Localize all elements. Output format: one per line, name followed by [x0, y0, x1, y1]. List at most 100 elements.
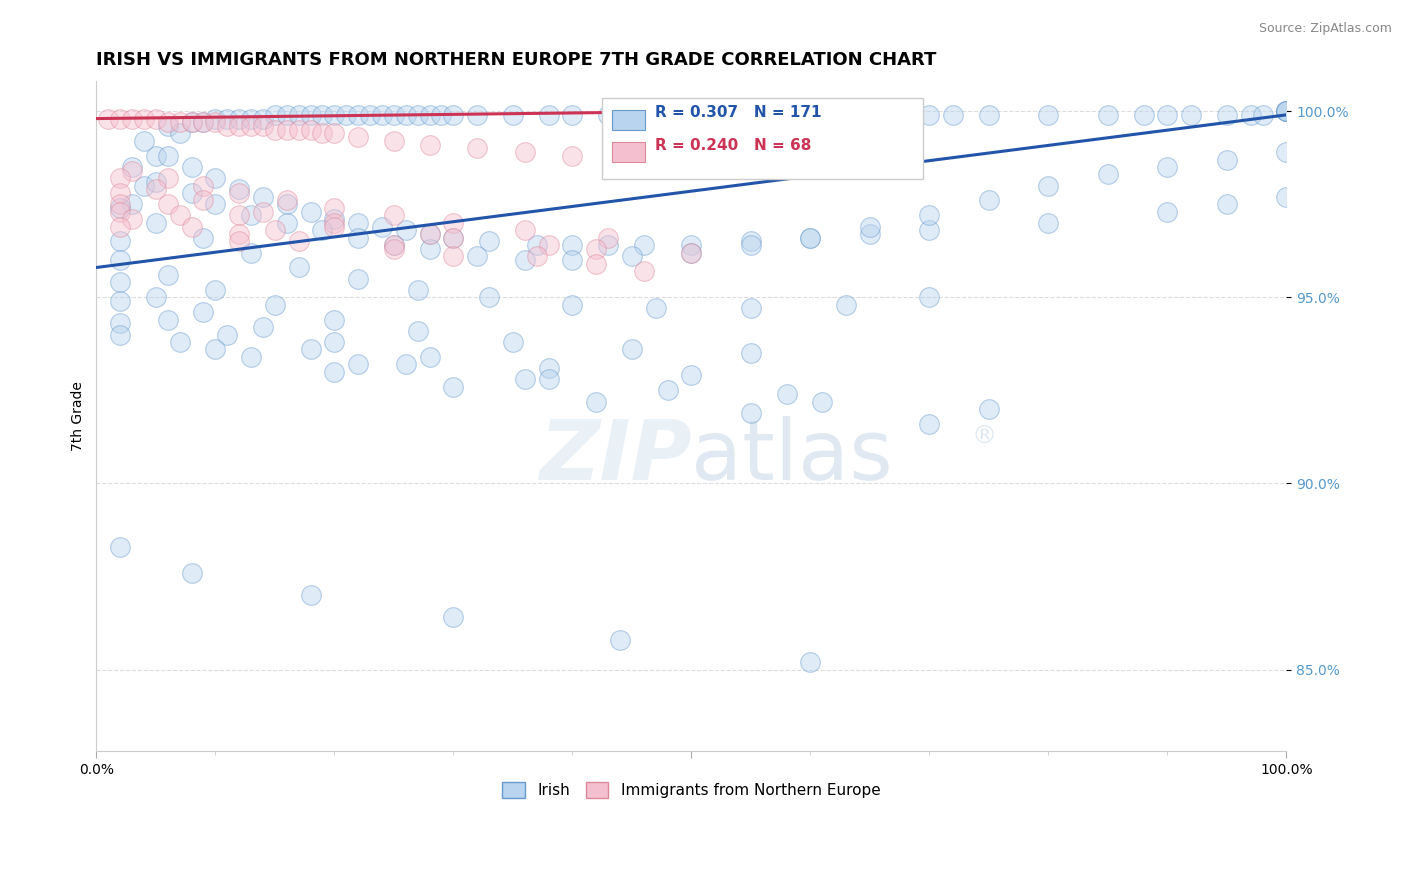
- Point: [121, 160, 143, 174]
- Point: [894, 108, 917, 122]
- Point: [193, 115, 215, 129]
- Point: [299, 122, 322, 136]
- Point: [406, 283, 429, 297]
- Point: [108, 276, 131, 290]
- Point: [204, 197, 226, 211]
- Point: [217, 119, 239, 133]
- Point: [1132, 108, 1154, 122]
- Point: [561, 298, 583, 312]
- Point: [598, 238, 620, 252]
- Point: [276, 108, 298, 122]
- Point: [585, 242, 607, 256]
- Point: [1216, 153, 1239, 167]
- Point: [108, 253, 131, 268]
- Point: [1275, 104, 1298, 119]
- Point: [1038, 216, 1060, 230]
- Point: [263, 223, 285, 237]
- Point: [323, 127, 346, 141]
- Point: [156, 149, 179, 163]
- Point: [537, 238, 560, 252]
- Point: [108, 201, 131, 215]
- Point: [108, 327, 131, 342]
- Point: [478, 235, 501, 249]
- Point: [121, 212, 143, 227]
- Point: [347, 230, 370, 244]
- Point: [228, 235, 250, 249]
- Point: [323, 108, 346, 122]
- Point: [193, 178, 215, 193]
- Point: [228, 119, 250, 133]
- Point: [585, 394, 607, 409]
- Point: [419, 242, 441, 256]
- Text: atlas: atlas: [692, 416, 893, 497]
- Point: [561, 149, 583, 163]
- Point: [323, 216, 346, 230]
- Point: [180, 115, 202, 129]
- Point: [121, 197, 143, 211]
- Point: [252, 119, 274, 133]
- Point: [382, 208, 405, 222]
- Point: [252, 112, 274, 126]
- Point: [598, 230, 620, 244]
- Point: [633, 238, 655, 252]
- Point: [347, 130, 370, 145]
- Point: [180, 160, 202, 174]
- Point: [918, 208, 941, 222]
- Point: [287, 260, 309, 275]
- Bar: [602, 98, 924, 178]
- Point: [395, 223, 418, 237]
- Point: [108, 540, 131, 554]
- Point: [430, 108, 453, 122]
- Point: [395, 357, 418, 371]
- Point: [1240, 108, 1263, 122]
- Point: [811, 394, 834, 409]
- Point: [217, 327, 239, 342]
- Point: [1038, 108, 1060, 122]
- Text: ®: ®: [972, 425, 997, 449]
- Point: [537, 361, 560, 376]
- Point: [180, 115, 202, 129]
- Point: [311, 108, 333, 122]
- Point: [1180, 108, 1202, 122]
- Point: [299, 588, 322, 602]
- Text: ZIP: ZIP: [538, 416, 692, 497]
- Point: [323, 212, 346, 227]
- Point: [681, 108, 703, 122]
- Point: [121, 112, 143, 126]
- Point: [1097, 168, 1119, 182]
- Point: [240, 112, 263, 126]
- Point: [371, 219, 394, 234]
- Point: [156, 268, 179, 282]
- Point: [1275, 190, 1298, 204]
- Point: [1275, 104, 1298, 119]
- Point: [263, 298, 285, 312]
- Point: [620, 153, 643, 167]
- Point: [382, 238, 405, 252]
- Point: [740, 238, 762, 252]
- Point: [382, 242, 405, 256]
- Point: [180, 186, 202, 200]
- Point: [323, 201, 346, 215]
- Point: [169, 115, 191, 129]
- Point: [228, 182, 250, 196]
- Point: [441, 108, 464, 122]
- Point: [465, 108, 488, 122]
- Point: [419, 108, 441, 122]
- Text: R = 0.307   N = 171: R = 0.307 N = 171: [655, 105, 821, 120]
- Text: Source: ZipAtlas.com: Source: ZipAtlas.com: [1258, 22, 1392, 36]
- Point: [657, 108, 679, 122]
- Point: [145, 290, 167, 304]
- Point: [276, 216, 298, 230]
- Point: [169, 127, 191, 141]
- Point: [323, 365, 346, 379]
- Text: IRISH VS IMMIGRANTS FROM NORTHERN EUROPE 7TH GRADE CORRELATION CHART: IRISH VS IMMIGRANTS FROM NORTHERN EUROPE…: [97, 51, 936, 69]
- Point: [513, 223, 536, 237]
- Point: [441, 230, 464, 244]
- Point: [97, 112, 120, 126]
- Point: [240, 350, 263, 364]
- Point: [371, 108, 394, 122]
- Bar: [612, 110, 645, 130]
- Point: [228, 208, 250, 222]
- Point: [681, 368, 703, 383]
- Point: [799, 230, 821, 244]
